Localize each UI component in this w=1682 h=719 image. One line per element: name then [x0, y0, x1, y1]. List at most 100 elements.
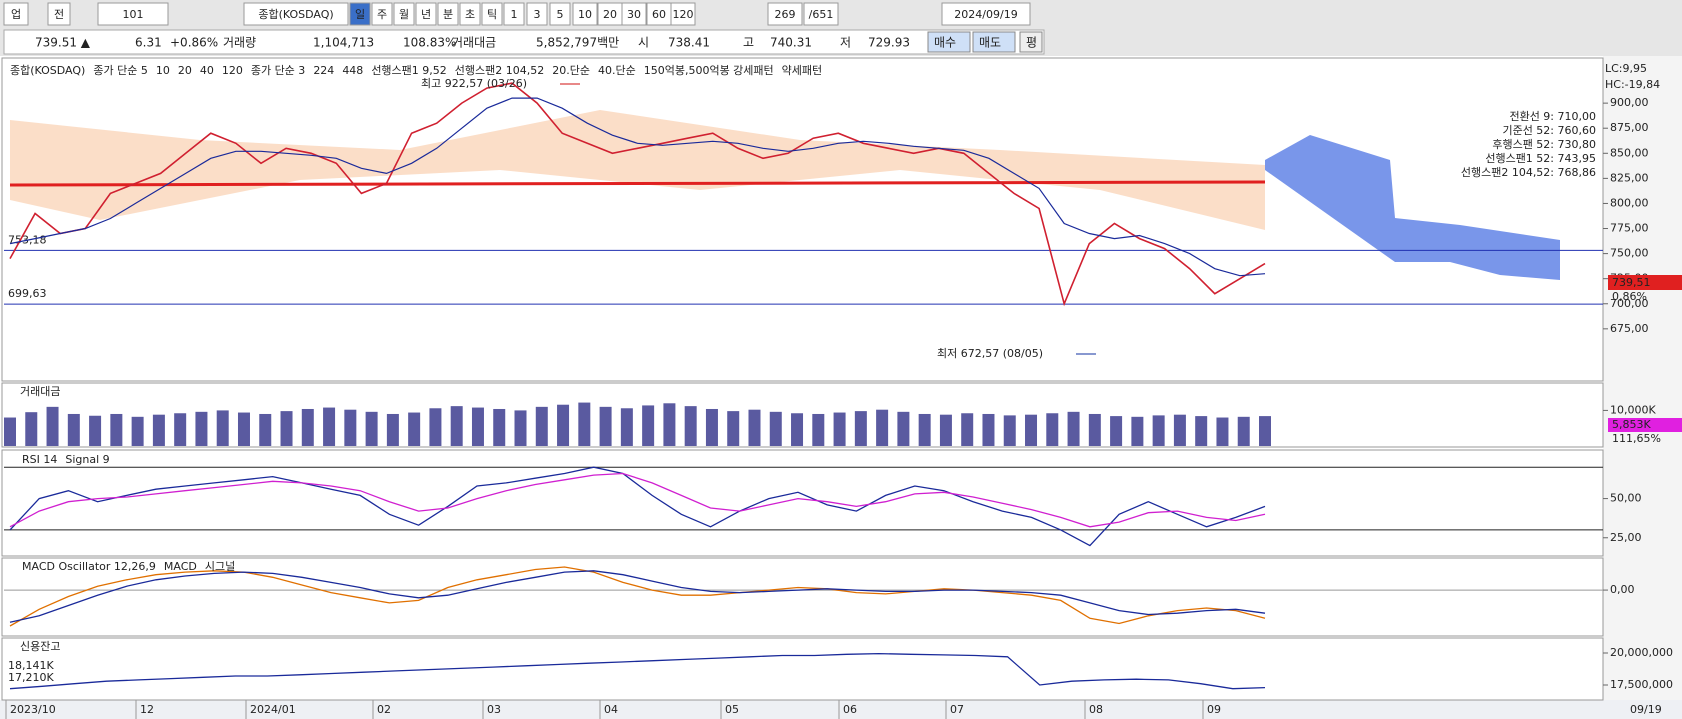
legend-item: Signal 9: [65, 453, 109, 466]
toolbar-button[interactable]: [415, 2, 437, 26]
volume-bar: [1195, 416, 1208, 446]
volume-bar: [493, 408, 506, 446]
y-tick-label: 900,00: [1610, 96, 1649, 109]
legend-item: 종가 단순 3: [251, 64, 305, 77]
legend-item: MACD Oscillator 12,26,9: [22, 560, 156, 573]
panel-border: [1, 57, 1604, 382]
toolbar-button[interactable]: [549, 2, 571, 26]
y-tick-label: 850,00: [1610, 146, 1649, 159]
toolbar-text: 틱: [487, 8, 497, 21]
series-line: [9, 566, 1266, 627]
quote-text: 시: [638, 36, 649, 50]
toolbar-button[interactable]: [459, 2, 481, 26]
annotation-low: 최저 672,57 (08/05): [937, 347, 1043, 360]
volume-bar: [705, 408, 718, 446]
volume-bar: [237, 412, 250, 446]
toolbar-button[interactable]: [503, 2, 525, 26]
quote-text: 739.51 ▲: [35, 36, 91, 50]
y-tick-label: 800,00: [1610, 196, 1649, 209]
volume-bar: [386, 413, 399, 446]
volume-bar: [89, 415, 102, 446]
toolbar-button[interactable]: [572, 2, 598, 26]
legend-item: RSI 14: [22, 453, 57, 466]
quote-text: 740.31: [770, 36, 812, 50]
order-button[interactable]: [972, 31, 1016, 53]
order-button[interactable]: [927, 31, 971, 53]
volume-bar: [833, 412, 846, 446]
quote-text: 거래량: [223, 36, 256, 50]
panel-title: 거래대금: [20, 385, 60, 398]
toolbar-button[interactable]: [437, 2, 459, 26]
series-line: [9, 570, 1266, 623]
volume-bar: [25, 412, 38, 446]
legend-item: MACD: [164, 560, 197, 573]
legend-bg: [6, 62, 1126, 79]
y-tick-label: 25,00: [1610, 531, 1642, 544]
volume-bar: [429, 408, 442, 446]
volume-bar: [323, 407, 336, 446]
volume-bar: [854, 411, 867, 446]
volume-bar: [110, 413, 123, 446]
y-tick-label: 10,000K: [1610, 403, 1656, 416]
y-tick-label: 700,00: [1610, 297, 1649, 310]
toolbar-button[interactable]: [526, 2, 548, 26]
x-tick-label: 05: [725, 703, 739, 716]
volume-bar: [918, 413, 931, 446]
price-tag-bg: [1608, 275, 1682, 290]
volume-bar: [1088, 413, 1101, 446]
credit-label: 17,210K: [8, 671, 54, 684]
quote-text: 매수: [934, 36, 956, 50]
quote-text: 거래대금: [452, 36, 496, 50]
volume-bar: [1131, 416, 1144, 446]
volume-bar: [939, 414, 952, 446]
order-button[interactable]: [1019, 31, 1043, 53]
toolbar-button[interactable]: [670, 2, 696, 26]
xaxis-bg: [0, 700, 1682, 719]
toolbar-button[interactable]: [47, 2, 71, 26]
toolbar-field[interactable]: [803, 2, 839, 26]
toolbar-button[interactable]: [3, 2, 29, 26]
x-tick-label: 2023/10: [10, 703, 56, 716]
side-label: 기준선 52: 760,60: [1502, 124, 1596, 137]
y-tick-label: 775,00: [1610, 222, 1649, 235]
toolbar-text: 2024/09/19: [954, 8, 1017, 21]
series-line: [9, 652, 1266, 690]
x-tick-label: 07: [950, 703, 964, 716]
legend-item: 약세패턴: [782, 63, 822, 77]
toolbar-field[interactable]: [941, 2, 1031, 26]
volume-bar: [514, 410, 527, 446]
legend-item: 448: [342, 64, 363, 77]
panel-border: [1, 382, 1604, 448]
x-tick-label: 09: [1207, 703, 1221, 716]
side-label: 선행스팬2 104,52: 768,86: [1461, 166, 1596, 179]
volume-bar: [1237, 416, 1250, 446]
volume-bar: [365, 411, 378, 446]
toolbar-button[interactable]: [371, 2, 393, 26]
toolbar-button[interactable]: [481, 2, 503, 26]
toolbar-text: 30: [627, 8, 641, 21]
y-tick-label: 825,00: [1610, 171, 1649, 184]
series-line: [9, 82, 1266, 307]
toolbar-button[interactable]: [621, 2, 647, 26]
volume-bar: [1216, 417, 1229, 446]
quote-text: 5,852,797백만: [536, 36, 619, 50]
toolbar-field[interactable]: [243, 2, 349, 26]
toolbar-button[interactable]: [349, 2, 371, 26]
price-tag: 739,51: [1612, 276, 1651, 289]
toolbar-button[interactable]: [393, 2, 415, 26]
volume-bar: [897, 411, 910, 446]
volume-bar: [1003, 415, 1016, 446]
legend-item: 20: [178, 64, 192, 77]
toolbar-text: 년: [421, 8, 431, 21]
toolbar-field[interactable]: [97, 2, 169, 26]
annotation-high: 최고 922,57 (03/26): [421, 77, 527, 90]
volume-pct: 111,65%: [1612, 432, 1661, 445]
toolbar-text: 5: [557, 8, 564, 21]
y-tick-label: 20,000,000: [1610, 646, 1673, 659]
volume-bar: [216, 410, 229, 446]
volume-bar: [471, 407, 484, 446]
side-label: 후행스팬 52: 730,80: [1492, 138, 1596, 151]
toolbar-field[interactable]: [767, 2, 803, 26]
legend-item: 224: [313, 64, 334, 77]
quote-text: 108.83%: [403, 36, 456, 50]
